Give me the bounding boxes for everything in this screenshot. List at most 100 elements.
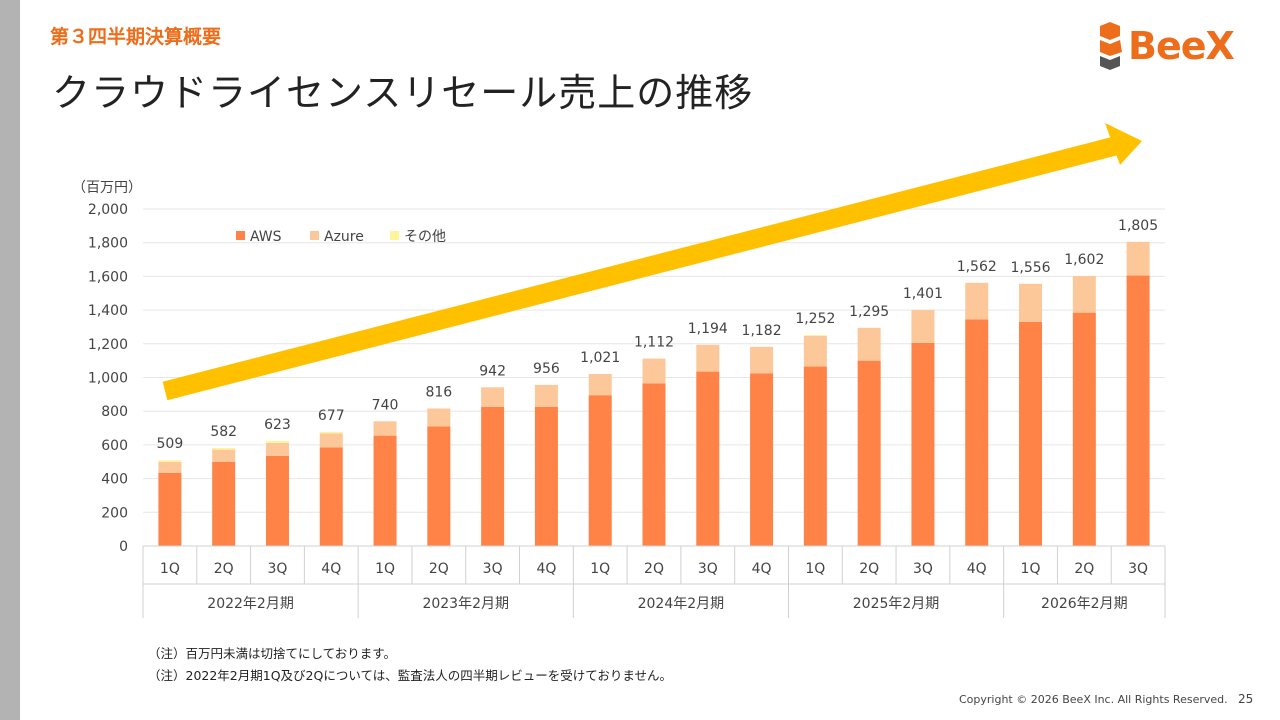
bar--segment xyxy=(158,460,182,462)
total-label: 1,602 xyxy=(1064,252,1104,268)
bar-azure-segment xyxy=(212,449,236,462)
bar-aws-segment xyxy=(1019,321,1043,546)
page-title: クラウドライセンスリセール売上の推移 xyxy=(52,71,754,115)
bar--segment xyxy=(803,335,827,336)
bar-aws-segment xyxy=(588,395,612,546)
total-label: 1,556 xyxy=(1010,260,1050,276)
bar-azure-segment xyxy=(534,384,558,407)
legend-label: AWS xyxy=(250,229,282,245)
total-label: 942 xyxy=(479,363,506,379)
bar-azure-segment xyxy=(750,346,774,374)
bar-aws-segment xyxy=(911,342,935,546)
footnote: （注）2022年2月期1Q及び2Qについては、監査法人の四半期レビューを受けてお… xyxy=(148,668,672,683)
total-label: 816 xyxy=(425,385,452,401)
x-tick-label: 3Q xyxy=(1128,561,1148,577)
bar-aws-segment xyxy=(1126,275,1150,546)
x-tick-label: 2Q xyxy=(644,561,664,577)
total-label: 1,252 xyxy=(795,311,835,327)
x-tick-label: 3Q xyxy=(268,561,288,577)
bars xyxy=(158,241,1150,546)
bar-azure-segment xyxy=(427,408,451,427)
y-tick-label: 2,000 xyxy=(88,202,128,218)
total-label: 509 xyxy=(157,436,184,452)
bar-azure-segment xyxy=(1072,276,1096,313)
bar-aws-segment xyxy=(642,383,666,546)
left-accent-bar xyxy=(0,0,20,720)
x-tick-label: 1Q xyxy=(805,561,825,577)
group-label: 2026年2月期 xyxy=(1041,596,1128,612)
x-tick-label: 2Q xyxy=(1074,561,1094,577)
y-tick-label: 1,000 xyxy=(88,371,128,387)
bar-aws-segment xyxy=(158,472,182,546)
legend: AWS Azure その他 xyxy=(236,229,446,245)
bar-azure-segment xyxy=(965,282,989,320)
x-axis: 1Q 2Q 3Q 4Q 1Q 2Q 3Q 4Q 1Q 2Q 3Q 4Q 1Q 2Q 3Q 4Q 1Q 2Q 3Q 20… xyxy=(142,545,1166,618)
total-label: 1,295 xyxy=(849,304,889,320)
bar-aws-segment xyxy=(319,447,343,546)
bar-azure-segment xyxy=(265,442,289,456)
total-label: 1,401 xyxy=(903,286,943,302)
trend-arrow-shaft xyxy=(162,136,1118,401)
total-label: 1,805 xyxy=(1118,218,1158,234)
bar-azure-segment xyxy=(588,373,612,396)
bar--segment xyxy=(212,447,236,450)
bar-aws-segment xyxy=(534,406,558,546)
y-tick-label: 1,600 xyxy=(88,269,128,285)
logo-text: BeeX xyxy=(1128,24,1235,68)
x-tick-label: 2Q xyxy=(214,561,234,577)
total-label: 582 xyxy=(210,424,237,440)
bar-azure-segment xyxy=(481,387,505,407)
beex-logo-icon xyxy=(1100,22,1122,70)
bar-aws-segment xyxy=(750,373,774,546)
x-tick-label: 4Q xyxy=(536,561,556,577)
y-tick-label: 1,400 xyxy=(88,303,128,319)
total-label: 1,194 xyxy=(688,321,728,337)
legend-label: Azure xyxy=(324,229,364,245)
y-tick-label: 400 xyxy=(101,472,128,488)
unit-label: （百万円） xyxy=(72,180,142,196)
y-axis-ticks: 0 200 400 600 800 1,000 1,200 1,400 1,600 1,800 2,… xyxy=(88,202,128,555)
total-label: 956 xyxy=(533,361,560,377)
total-label: 1,021 xyxy=(580,350,620,366)
bar-aws-segment xyxy=(965,319,989,546)
total-label: 740 xyxy=(372,397,399,413)
x-tick-label: 4Q xyxy=(967,561,987,577)
bar-azure-segment xyxy=(1126,241,1150,276)
group-label: 2024年2月期 xyxy=(638,596,725,612)
total-label: 623 xyxy=(264,417,291,433)
x-tick-label: 3Q xyxy=(698,561,718,577)
legend-swatch xyxy=(310,231,319,240)
bar-aws-segment xyxy=(857,360,881,546)
x-tick-label: 3Q xyxy=(483,561,503,577)
bar-azure-segment xyxy=(319,433,343,448)
bar-aws-segment xyxy=(373,435,397,546)
bar--segment xyxy=(265,441,289,443)
x-tick-label: 3Q xyxy=(913,561,933,577)
total-label: 677 xyxy=(318,408,345,424)
x-tick-label: 4Q xyxy=(321,561,341,577)
bar-azure-segment xyxy=(803,335,827,367)
y-tick-label: 1,200 xyxy=(88,337,128,353)
bar--segment xyxy=(319,431,343,434)
legend-swatch xyxy=(390,231,399,240)
total-label: 1,112 xyxy=(634,335,674,351)
bar-aws-segment xyxy=(696,371,720,546)
trend-arrow-head xyxy=(1105,123,1142,165)
x-tick-label: 1Q xyxy=(160,561,180,577)
y-tick-label: 600 xyxy=(101,438,128,454)
bar-azure-segment xyxy=(1019,283,1043,322)
group-label: 2022年2月期 xyxy=(207,596,294,612)
bar-aws-segment xyxy=(265,455,289,546)
x-tick-label: 2Q xyxy=(859,561,879,577)
bar-aws-segment xyxy=(427,426,451,546)
bar-azure-segment xyxy=(373,421,397,436)
total-label: 1,182 xyxy=(742,323,782,339)
trend-arrow xyxy=(162,123,1142,401)
total-labels: 509 582 623 677 740 816 942 956 1,021 1,112 1,194 1… xyxy=(157,218,1159,452)
y-tick-label: 0 xyxy=(119,539,128,555)
legend-label: その他 xyxy=(404,229,446,245)
bar-azure-segment xyxy=(911,309,935,343)
bar-azure-segment xyxy=(857,327,881,361)
x-tick-label: 2Q xyxy=(429,561,449,577)
bar-aws-segment xyxy=(481,406,505,546)
